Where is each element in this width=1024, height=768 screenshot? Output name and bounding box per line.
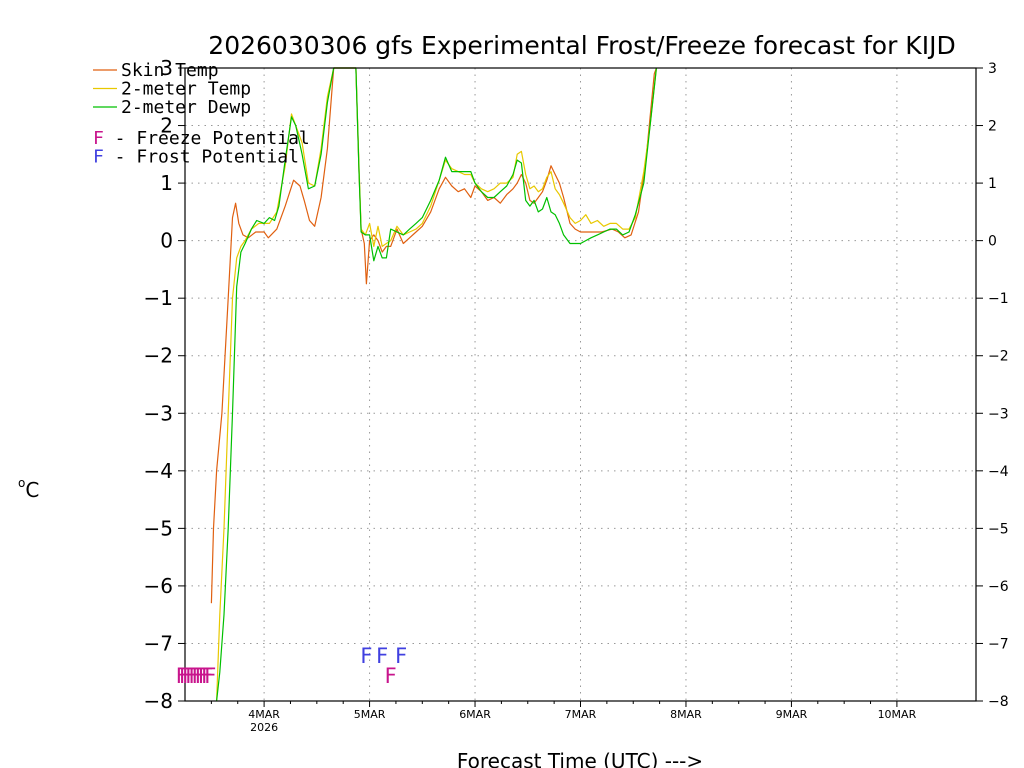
- series-line-2-meter-dewp: [216, 67, 657, 702]
- y-tick-label-right: −2: [988, 349, 1009, 365]
- y-tick-label-left: 3: [160, 56, 173, 80]
- frost-marker: F: [395, 644, 407, 668]
- freeze-marker: F: [179, 664, 191, 688]
- x-tick-label: 7MAR: [565, 708, 597, 721]
- grid-lines: [185, 68, 976, 701]
- y-tick-label-right: 3: [988, 61, 997, 77]
- y-tick-label-left: 1: [160, 171, 173, 195]
- unit-label: C: [25, 478, 39, 502]
- y-tick-label-right: −1: [988, 291, 1009, 307]
- legend-label: 2-meter Temp: [121, 79, 251, 100]
- y-tick-label-left: −2: [144, 344, 173, 368]
- x-tick-sublabel: 2026: [250, 721, 278, 734]
- freeze-marker: F: [188, 664, 200, 688]
- freeze-marker: F: [201, 664, 213, 688]
- y-tick-label-left: −4: [144, 459, 173, 483]
- freeze-marker: F: [192, 664, 204, 688]
- y-tick-label-left: −8: [144, 689, 173, 713]
- y-tick-label-left: −3: [144, 401, 173, 425]
- x-tick-label: 10MAR: [878, 708, 917, 721]
- y-tick-label-right: 2: [988, 119, 997, 135]
- legend-marker: F: [93, 128, 104, 149]
- y-tick-label-right: −4: [988, 464, 1009, 480]
- y-tick-label-right: 0: [988, 234, 997, 250]
- y-tick-label-left: 0: [160, 229, 173, 253]
- y-tick-label-right: 1: [988, 176, 997, 192]
- series-line-skin-temp: [210, 67, 657, 604]
- y-tick-label-right: −8: [988, 694, 1009, 710]
- legend-text: - Freeze Potential: [104, 128, 310, 149]
- x-axis-label: Forecast Time (UTC) --->: [457, 749, 703, 768]
- x-tick-label: 6MAR: [459, 708, 491, 721]
- chart-title: 2026030306 gfs Experimental Frost/Freeze…: [208, 31, 955, 60]
- x-tick-label: 4MAR: [248, 708, 280, 721]
- frost-marker: F: [360, 644, 372, 668]
- x-tick-label: 9MAR: [776, 708, 808, 721]
- freeze-marker: F: [198, 664, 210, 688]
- y-tick-label-right: −3: [988, 406, 1009, 422]
- x-tick-label: 5MAR: [354, 708, 386, 721]
- y-tick-label-left: 2: [160, 114, 173, 138]
- y-tick-label-right: −6: [988, 579, 1009, 595]
- y-tick-label-right: −7: [988, 636, 1009, 652]
- freeze-marker: F: [195, 664, 207, 688]
- freeze-marker: F: [204, 664, 216, 688]
- freeze-marker: F: [182, 664, 194, 688]
- freeze-marker: F: [385, 664, 397, 688]
- y-axis-label: oC: [18, 476, 39, 502]
- legend-item: F - Freeze Potential: [93, 128, 310, 149]
- legend-text: - Frost Potential: [104, 147, 299, 168]
- legend-label: Skin Temp: [121, 60, 219, 81]
- legend-label: 2-meter Dewp: [121, 97, 251, 118]
- y-tick-label-left: −6: [144, 574, 173, 598]
- frost-marker: F: [376, 644, 388, 668]
- y-tick-label-left: −7: [144, 631, 173, 655]
- series-lines: [210, 67, 657, 702]
- x-tick-label: 8MAR: [670, 708, 702, 721]
- legend-marker: F: [93, 147, 104, 168]
- y-axis: −8 −8 −7 −7 −6 −6 −5 −5 −4 −4 −3 −3 −2 −2 −1 −1 0 0 1 1 2 2 3 3: [144, 56, 1009, 713]
- y-tick-label-right: −5: [988, 521, 1009, 537]
- freeze-marker: F: [176, 664, 188, 688]
- y-tick-label-left: −5: [144, 516, 173, 540]
- degree-superscript: o: [18, 476, 25, 490]
- y-tick-label-left: −1: [144, 286, 173, 310]
- freeze-marker: F: [185, 664, 197, 688]
- legend-item: F - Frost Potential: [93, 147, 299, 168]
